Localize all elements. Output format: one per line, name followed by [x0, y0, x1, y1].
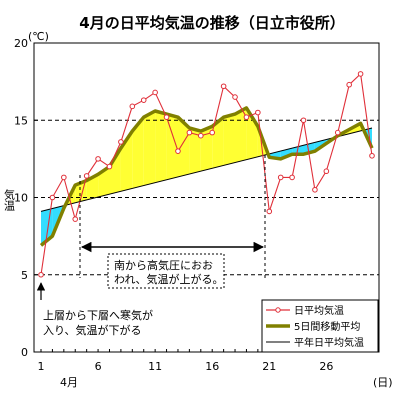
legend-normal-label: 平年日平均気温 [294, 336, 364, 349]
x-tick-label: 1 [38, 360, 45, 373]
daily-mean-point [357, 71, 364, 77]
daily-mean-point [175, 148, 181, 154]
daily-mean-point [106, 163, 113, 170]
daily-mean-point [334, 129, 341, 136]
annotation-warm-line-2: われ、気温が上がる。 [114, 272, 224, 286]
chart-title: 4月の日平均気温の推移（日立市役所） [79, 14, 344, 32]
moving-average-line [39, 106, 374, 247]
daily-mean-point [83, 173, 90, 179]
daily-mean-point [266, 208, 273, 215]
above-normal-fill [109, 148, 121, 195]
above-normal-fill [212, 117, 224, 169]
daily-mean-point [38, 271, 44, 278]
x-tick-label: 11 [148, 360, 162, 373]
above-normal-fill [189, 128, 201, 174]
daily-mean-point [300, 117, 307, 124]
daily-mean-point [255, 109, 261, 116]
y-axis-label: 気温 [3, 188, 16, 211]
above-normal-fill [178, 117, 190, 177]
daily-mean-point [163, 114, 170, 120]
above-normal-fill [166, 114, 178, 180]
annotation-cold-line-2: 入り、気温が下がる [43, 323, 142, 337]
above-normal-fill [132, 117, 144, 189]
above-normal-fill [246, 107, 258, 160]
above-normal-fill [155, 111, 167, 183]
daily-mean-point [312, 186, 318, 193]
daily-mean-line [40, 72, 373, 275]
daily-mean-point [243, 114, 250, 120]
daily-mean-point [220, 83, 227, 90]
month-label: 4月 [60, 376, 78, 389]
annotation-warm-line-1: 南から高気圧におお [114, 258, 213, 272]
above-normal-fill [143, 111, 156, 186]
y-tick-label: 5 [21, 269, 28, 282]
daily-mean-point [346, 81, 352, 88]
x-tick-label: 16 [205, 360, 219, 373]
daily-mean-point [95, 156, 101, 162]
daily-mean-point [232, 94, 238, 100]
daily-mean-point [186, 129, 193, 136]
annotation-warm-box [107, 253, 225, 289]
x-tick-label: 26 [319, 360, 333, 373]
daily-mean-point [369, 152, 375, 159]
daily-mean-point [140, 97, 147, 103]
y-tick-label: 20 [14, 37, 28, 50]
daily-mean-point [129, 103, 136, 110]
daily-mean-point [152, 89, 158, 96]
normal-temperature-line [40, 127, 373, 212]
legend: 日平均気温 5日間移動平均 平年日平均気温 [261, 299, 379, 353]
above-normal-fill [235, 107, 247, 163]
daily-mean-point [277, 174, 284, 181]
legend-moving-label: 5日間移動平均 [294, 320, 360, 333]
legend-daily-marker [275, 307, 281, 313]
daily-mean-point [323, 168, 330, 175]
x-tick-label: 6 [95, 360, 102, 373]
daily-mean-point [49, 194, 56, 201]
daily-mean-point [61, 174, 67, 181]
legend-daily-label: 日平均気温 [294, 304, 344, 317]
daily-mean-point [72, 216, 79, 222]
daily-mean-point [118, 139, 124, 145]
daily-mean-point [197, 132, 204, 139]
above-normal-fill [223, 114, 235, 166]
x-axis-label: (日) [373, 376, 393, 389]
y-tick-label: 15 [14, 114, 28, 127]
daily-mean-point [209, 129, 216, 136]
x-tick-label: 21 [262, 360, 276, 373]
daily-mean-point [289, 174, 295, 181]
annotation-cold-line-1: 上層から下層へ寒気が [43, 308, 153, 322]
above-normal-fill [200, 126, 213, 172]
y-tick-label: 10 [14, 192, 28, 205]
y-tick-label: 0 [21, 346, 28, 359]
y-unit-label: (℃) [28, 30, 49, 43]
